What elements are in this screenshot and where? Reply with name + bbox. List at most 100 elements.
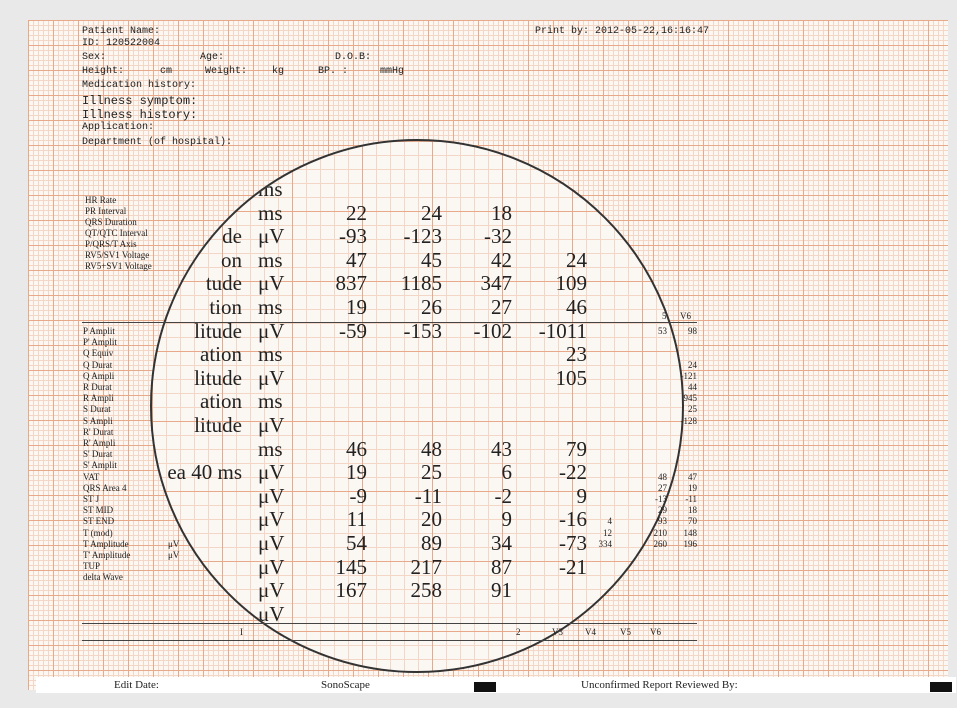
row-unit: μV: [258, 483, 285, 508]
cell: 105: [555, 365, 588, 390]
rule: [82, 623, 697, 624]
row-label: on: [221, 247, 242, 272]
row-label: ST END: [83, 516, 115, 527]
cell: 24: [688, 359, 697, 370]
cell: -123: [403, 224, 443, 249]
row-label: S' Durat: [83, 449, 113, 460]
header-field: Application:: [82, 122, 155, 133]
cell: -21: [559, 554, 587, 579]
cell: 196: [683, 538, 698, 549]
cell: 29: [658, 505, 667, 516]
row-label: R' Durat: [83, 426, 114, 437]
row-label: TUP: [83, 561, 101, 572]
cell: 89: [421, 531, 442, 555]
cell: -13: [655, 494, 667, 504]
cell: -2: [494, 483, 513, 508]
row-label: ST MID: [83, 505, 114, 516]
cell: 25: [688, 404, 697, 415]
header-field: BP. :: [318, 66, 349, 77]
cell: 46: [566, 295, 587, 319]
cell: 48: [421, 436, 442, 461]
row-label: de: [222, 224, 242, 249]
cell: 9: [501, 507, 513, 532]
row-label: Q Durat: [83, 359, 113, 370]
cell: 43: [491, 436, 512, 461]
cell: 145: [335, 554, 368, 579]
cell: -22: [559, 460, 587, 485]
cell: 217: [410, 554, 443, 579]
cell: 945: [683, 393, 698, 404]
row-label: T' Amplitude: [83, 550, 131, 560]
mark: [930, 682, 952, 692]
header-field: Patient Name:: [82, 26, 161, 37]
row-label: ation: [200, 389, 242, 414]
row-unit: μV: [168, 550, 180, 560]
cell: -73: [559, 531, 587, 555]
footer-bar: Edit Date: SonoScape Unconfirmed Report Re…: [36, 677, 956, 693]
header-field: Illness history:: [82, 108, 198, 122]
cell: -11: [685, 494, 697, 504]
row-unit: ms: [258, 247, 283, 272]
header-field: Height:: [82, 66, 125, 77]
cell: 47: [346, 247, 367, 272]
column-footer: I: [240, 627, 243, 637]
column-header: V6: [680, 311, 691, 321]
header-field: mmHg: [380, 66, 405, 77]
cell: 12: [603, 527, 612, 538]
cell: 260: [653, 538, 668, 549]
cell: -121: [680, 370, 698, 381]
row-unit: μV: [168, 538, 180, 549]
cell: -9: [349, 483, 368, 508]
measurement-label: QRS Duration: [85, 217, 137, 227]
row-unit: μV: [258, 224, 285, 249]
cell: 45: [421, 247, 442, 272]
row-label: S Ampli: [83, 415, 113, 426]
cell: 79: [566, 436, 587, 461]
cell: 46: [346, 436, 367, 461]
cell: 53: [658, 326, 667, 336]
row-label: P' Amplit: [83, 337, 117, 348]
row-label: R Ampli: [83, 393, 114, 404]
footer-text: SonoScape: [321, 679, 370, 691]
row-label: T (mod): [83, 527, 113, 538]
row-unit: ms: [258, 389, 283, 414]
cell: -128: [680, 415, 698, 426]
cell: 34: [491, 531, 512, 555]
cell: 148: [683, 527, 698, 538]
column-footer: V4: [585, 627, 596, 637]
cell: 1185: [400, 271, 442, 296]
row-label: delta Wave: [83, 572, 123, 583]
header-field: Sex:: [82, 52, 107, 63]
row-label: P Amplit: [83, 326, 115, 336]
row-label: R Durat: [83, 382, 112, 392]
column-footer: V3: [552, 627, 563, 637]
row-unit: μV: [258, 601, 285, 626]
measurement-label: HR Rate: [85, 195, 117, 205]
row-label: tion: [209, 295, 242, 319]
cell: -11: [414, 483, 442, 508]
row-label: litude: [194, 365, 242, 390]
cell: 9: [576, 483, 588, 508]
row-label: ation: [200, 342, 242, 367]
header-field: Illness symptom:: [82, 94, 198, 108]
column-header: 5: [662, 311, 667, 321]
cell: 334: [598, 538, 613, 549]
row-unit: ms: [258, 436, 283, 461]
header-field: Medication history:: [82, 80, 197, 91]
row-label: S Durat: [83, 404, 111, 415]
measurement-label: QT/QTC Interval: [85, 228, 148, 238]
row-unit: μV: [258, 554, 285, 579]
row-unit: μV: [258, 271, 285, 296]
header-field: D.O.B:: [335, 52, 372, 63]
row-unit: ms: [258, 342, 283, 367]
cell: 11: [346, 507, 367, 532]
cell: 44: [688, 382, 697, 392]
cell: 167: [335, 578, 368, 603]
cell: 19: [346, 295, 367, 319]
row-label: Q Equiv: [83, 348, 114, 359]
column-footer: V6: [650, 627, 661, 637]
row-unit: μV: [258, 413, 285, 437]
measurement-label: PR Interval: [85, 206, 127, 216]
header-field: cm: [160, 66, 173, 77]
magnifier: ms ms 22 24 18 de μV -93 -123 -32 on ms 47 45 42 24 tude…: [150, 139, 684, 673]
